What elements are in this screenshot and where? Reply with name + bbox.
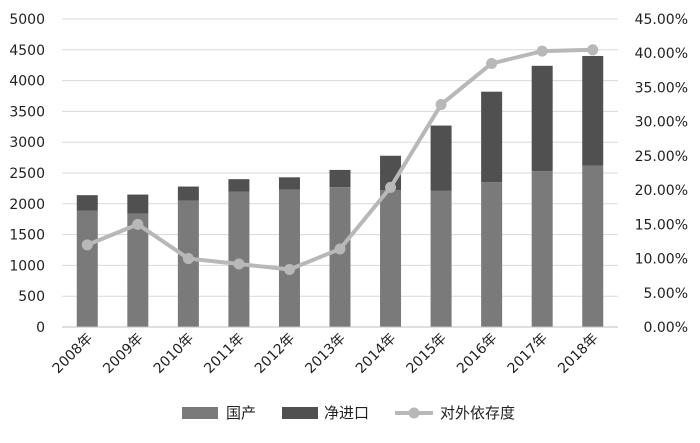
- x-tick-label: 2015年: [404, 331, 450, 377]
- y-right-tick-label: 45.00%: [635, 12, 688, 28]
- x-tick-label: 2018年: [555, 331, 601, 377]
- bar-domestic: [329, 187, 351, 327]
- bar-net-import: [177, 186, 199, 201]
- x-tick-label: 2008年: [50, 331, 96, 377]
- x-tick-label: 2014年: [353, 331, 399, 377]
- bar-net-import: [329, 169, 351, 188]
- y-left-tick-label: 3500: [9, 104, 45, 120]
- ratio-point: [132, 218, 144, 230]
- ratio-point: [587, 44, 599, 56]
- y-right-tick-label: 0.00%: [644, 320, 688, 336]
- x-tick-label: 2011年: [201, 331, 247, 377]
- ratio-point: [536, 45, 548, 57]
- y-left-tick-label: 500: [18, 289, 45, 305]
- y-right-tick-label: 5.00%: [644, 286, 688, 302]
- legend-swatch-domestic: [182, 407, 218, 419]
- y-left-tick-label: 3000: [9, 135, 45, 151]
- y-left-tick-label: 4000: [9, 74, 45, 90]
- bar-domestic: [76, 210, 98, 327]
- bar-domestic: [430, 190, 452, 327]
- bar-net-import: [228, 179, 250, 192]
- y-left-tick-label: 5000: [9, 12, 45, 28]
- x-tick-label: 2017年: [505, 331, 551, 377]
- bars: [76, 55, 604, 327]
- x-tick-label: 2009年: [100, 331, 146, 377]
- bar-net-import: [531, 65, 553, 172]
- ratio-line: [81, 44, 599, 276]
- y-left-tick-label: 0: [36, 320, 45, 336]
- bar-net-import: [278, 177, 300, 190]
- bar-domestic: [481, 182, 503, 327]
- y-left-tick-label: 2500: [9, 166, 45, 182]
- ratio-point: [385, 181, 397, 193]
- ratio-point: [486, 57, 498, 69]
- bar-domestic: [582, 165, 604, 327]
- y-right-tick-label: 30.00%: [635, 115, 688, 131]
- legend-swatch-ratio-marker: [408, 407, 420, 419]
- bar-net-import: [582, 55, 604, 166]
- y-right-tick-label: 25.00%: [635, 149, 688, 165]
- y-right-tick-label: 35.00%: [635, 80, 688, 96]
- legend: 国产 净进口 对外依存度: [182, 404, 515, 422]
- legend-swatch-net-import: [282, 407, 318, 419]
- bar-net-import: [76, 195, 98, 211]
- legend-label-net-import: 净进口: [324, 404, 369, 422]
- bar-domestic: [531, 171, 553, 327]
- bar-domestic: [127, 213, 149, 327]
- x-tick-label: 2012年: [252, 331, 298, 377]
- bar-net-import: [481, 91, 503, 183]
- bar-net-import: [127, 194, 149, 214]
- y-left-tick-label: 1500: [9, 228, 45, 244]
- y-left-tick-label: 4500: [9, 43, 45, 59]
- legend-label-ratio: 对外依存度: [440, 404, 515, 422]
- x-tick-label: 2010年: [151, 331, 197, 377]
- y-left-tick-label: 2000: [9, 197, 45, 213]
- ratio-point: [182, 253, 194, 265]
- ratio-point: [435, 99, 447, 111]
- legend-label-domestic: 国产: [226, 404, 256, 422]
- y-right-tick-label: 40.00%: [635, 46, 688, 62]
- bar-domestic: [278, 189, 300, 327]
- x-tick-label: 2013年: [302, 331, 348, 377]
- y-right-tick-label: 10.00%: [635, 252, 688, 268]
- y-right-tick-label: 15.00%: [635, 217, 688, 233]
- ratio-point: [81, 239, 93, 251]
- y-right-tick-label: 20.00%: [635, 183, 688, 199]
- ratio-point: [334, 243, 346, 255]
- y-left-tick-label: 1000: [9, 258, 45, 274]
- x-tick-label: 2016年: [454, 331, 500, 377]
- ratio-point: [233, 258, 245, 270]
- ratio-point: [283, 264, 295, 276]
- bar-net-import: [430, 125, 452, 191]
- bar-domestic: [380, 190, 402, 327]
